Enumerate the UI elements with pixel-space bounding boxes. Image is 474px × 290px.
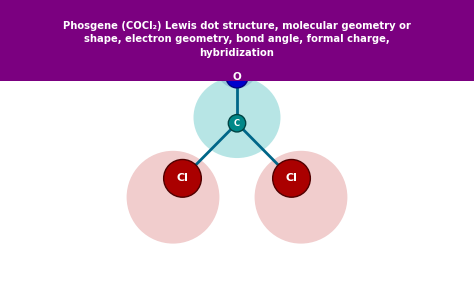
Ellipse shape (228, 115, 246, 132)
Ellipse shape (255, 151, 347, 244)
FancyBboxPatch shape (0, 0, 474, 81)
Text: C: C (234, 119, 240, 128)
Ellipse shape (193, 77, 281, 158)
Text: Phosgene (COCl₂) Lewis dot structure, molecular geometry or
shape, electron geom: Phosgene (COCl₂) Lewis dot structure, mo… (63, 21, 411, 58)
Text: Cl: Cl (176, 173, 189, 183)
Ellipse shape (226, 66, 248, 88)
Ellipse shape (214, 33, 260, 88)
Ellipse shape (273, 160, 310, 197)
Ellipse shape (127, 151, 219, 244)
Text: O: O (233, 72, 241, 82)
Ellipse shape (164, 160, 201, 197)
Text: Cl: Cl (285, 173, 298, 183)
